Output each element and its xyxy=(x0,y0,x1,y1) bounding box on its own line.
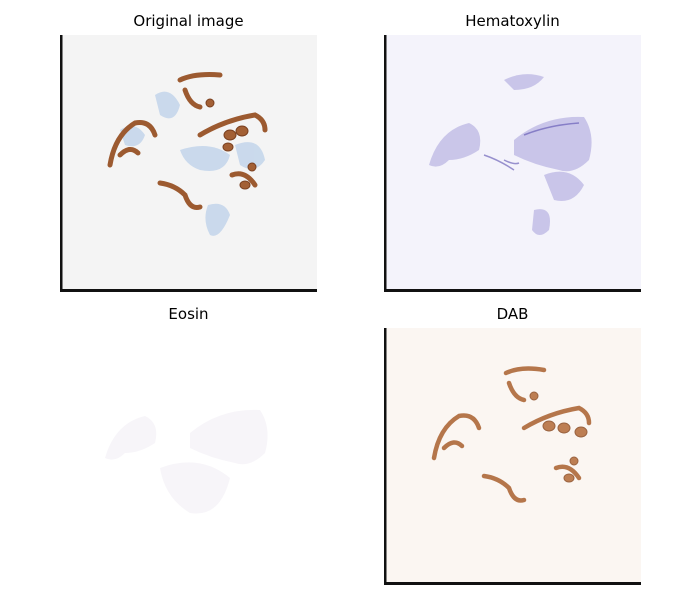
eosin-tissue xyxy=(105,409,268,514)
panel-title-eosin: Eosin xyxy=(168,305,209,323)
hematoxylin-tissue xyxy=(429,74,592,235)
dab-image-canvas xyxy=(384,328,641,585)
frame-bottom-edge xyxy=(384,289,641,292)
frame-left-edge xyxy=(384,328,387,585)
hematoxylin-image-canvas xyxy=(384,35,641,292)
frame-left-edge xyxy=(384,35,387,292)
tissue-nodules xyxy=(205,98,257,190)
original-image-canvas xyxy=(60,35,317,292)
dab-nodules xyxy=(529,391,588,483)
original-image xyxy=(60,35,317,292)
frame-bottom-edge xyxy=(60,289,317,292)
dab-image xyxy=(384,328,641,585)
hematoxylin-strands xyxy=(483,122,580,171)
hematoxylin-image xyxy=(384,35,641,292)
frame-left-edge xyxy=(60,35,63,292)
eosin-image xyxy=(60,328,317,585)
stroma-regions xyxy=(120,91,265,236)
panel-title-hematoxylin: Hematoxylin xyxy=(465,12,560,30)
dab-tissue-strips xyxy=(431,366,592,503)
panel-title-dab: DAB xyxy=(496,305,529,323)
frame-bottom-edge xyxy=(384,582,641,585)
eosin-image-canvas xyxy=(60,328,317,585)
tissue-strips xyxy=(107,72,268,210)
panel-title-original: Original image xyxy=(133,12,244,30)
